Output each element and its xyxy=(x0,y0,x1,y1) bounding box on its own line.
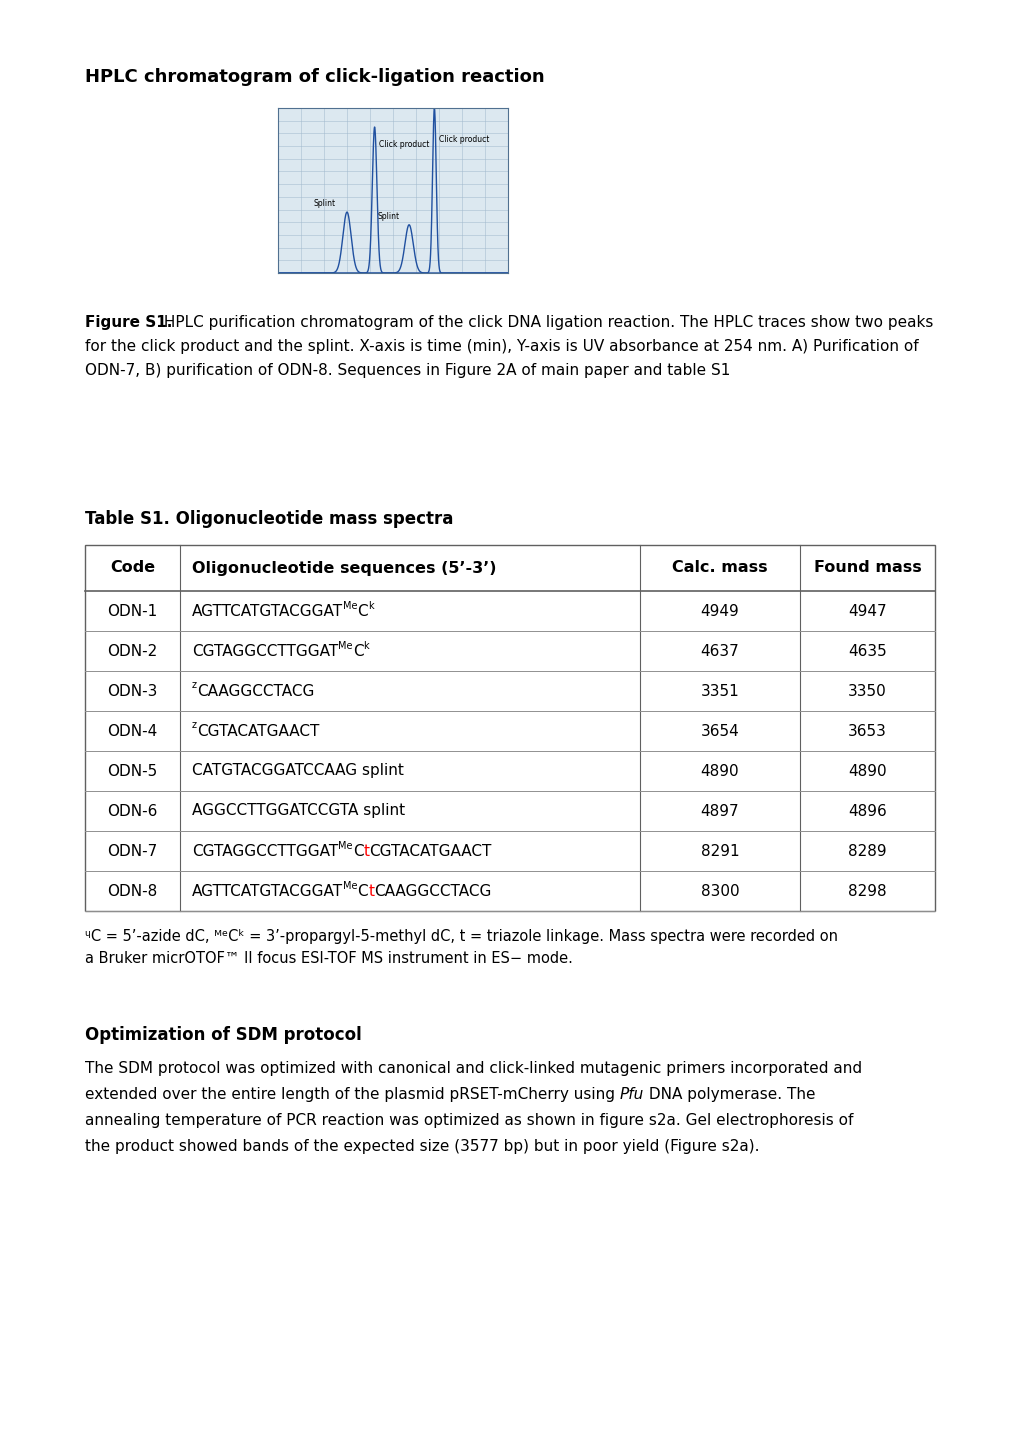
Text: DNA polymerase. The: DNA polymerase. The xyxy=(643,1087,815,1102)
Text: HPLC purification chromatogram of the click DNA ligation reaction. The HPLC trac: HPLC purification chromatogram of the cl… xyxy=(159,315,932,330)
Text: 8289: 8289 xyxy=(848,844,886,859)
Text: Splint: Splint xyxy=(377,212,399,221)
Text: 4890: 4890 xyxy=(700,763,739,779)
Text: the product showed bands of the expected size (3577 bp) but in poor yield (Figur: the product showed bands of the expected… xyxy=(85,1139,759,1154)
Text: ODN-1: ODN-1 xyxy=(107,603,158,619)
Text: C: C xyxy=(353,844,363,859)
Text: 8300: 8300 xyxy=(700,883,739,899)
Text: CGTAGGCCTTGGAT: CGTAGGCCTTGGAT xyxy=(192,844,338,859)
Text: The SDM protocol was optimized with canonical and click-linked mutagenic primers: The SDM protocol was optimized with cano… xyxy=(85,1061,861,1076)
Text: CATGTACGGATCCAAG splint: CATGTACGGATCCAAG splint xyxy=(192,763,404,779)
Text: CGTAGGCCTTGGAT: CGTAGGCCTTGGAT xyxy=(192,644,338,658)
Text: Table S1. Oligonucleotide mass spectra: Table S1. Oligonucleotide mass spectra xyxy=(85,509,452,528)
Text: ODN-6: ODN-6 xyxy=(107,804,158,818)
Text: 3653: 3653 xyxy=(847,723,887,739)
Text: Me: Me xyxy=(342,600,358,610)
Text: Click product: Click product xyxy=(379,140,429,149)
Text: CGTACATGAACT: CGTACATGAACT xyxy=(369,844,491,859)
Text: CAAGGCCTACG: CAAGGCCTACG xyxy=(374,883,491,899)
Text: 8298: 8298 xyxy=(848,883,886,899)
Text: C: C xyxy=(353,644,363,658)
Text: Me: Me xyxy=(342,882,358,890)
Text: ODN-3: ODN-3 xyxy=(107,684,158,698)
Text: CAAGGCCTACG: CAAGGCCTACG xyxy=(197,684,314,698)
Text: 4890: 4890 xyxy=(848,763,886,779)
Text: Me: Me xyxy=(338,841,353,851)
Text: k: k xyxy=(363,641,369,651)
Text: for the click product and the splint. X-axis is time (min), Y-axis is UV absorba: for the click product and the splint. X-… xyxy=(85,339,918,354)
Text: k: k xyxy=(368,600,374,610)
Text: z: z xyxy=(192,680,197,690)
Text: z: z xyxy=(192,720,197,730)
Text: Me: Me xyxy=(338,641,353,651)
Text: annealing temperature of PCR reaction was optimized as shown in figure s2a. Gel : annealing temperature of PCR reaction wa… xyxy=(85,1113,853,1128)
Text: 4896: 4896 xyxy=(847,804,886,818)
Text: Splint: Splint xyxy=(313,199,335,208)
Text: t: t xyxy=(368,883,374,899)
Text: ODN-5: ODN-5 xyxy=(107,763,158,779)
Text: ODN-7: ODN-7 xyxy=(107,844,158,859)
Text: 8291: 8291 xyxy=(700,844,739,859)
Text: Click product: Click product xyxy=(438,134,489,143)
Text: C: C xyxy=(358,883,368,899)
Text: HPLC chromatogram of click-ligation reaction: HPLC chromatogram of click-ligation reac… xyxy=(85,68,544,87)
Text: ODN-8: ODN-8 xyxy=(107,883,158,899)
Text: Calc. mass: Calc. mass xyxy=(672,560,767,576)
Text: Oligonucleotide sequences (5’-3’): Oligonucleotide sequences (5’-3’) xyxy=(192,560,496,576)
Text: ODN-2: ODN-2 xyxy=(107,644,158,658)
Text: ᶣC = 5’-azide dC, ᴹᵉCᵏ = 3’-propargyl-5-methyl dC, t = triazole linkage. Mass sp: ᶣC = 5’-azide dC, ᴹᵉCᵏ = 3’-propargyl-5-… xyxy=(85,929,838,944)
Text: Optimization of SDM protocol: Optimization of SDM protocol xyxy=(85,1026,362,1043)
Text: Found mass: Found mass xyxy=(813,560,920,576)
Text: AGGCCTTGGATCCGTA splint: AGGCCTTGGATCCGTA splint xyxy=(192,804,405,818)
Text: C: C xyxy=(358,603,368,619)
Text: t: t xyxy=(363,844,369,859)
Text: ODN-7, B) purification of ODN-8. Sequences in Figure 2A of main paper and table : ODN-7, B) purification of ODN-8. Sequenc… xyxy=(85,364,730,378)
Text: 4635: 4635 xyxy=(847,644,886,658)
Text: Code: Code xyxy=(110,560,155,576)
Text: 3654: 3654 xyxy=(700,723,739,739)
Text: extended over the entire length of the plasmid pRSET-mCherry using: extended over the entire length of the p… xyxy=(85,1087,620,1102)
Text: 3350: 3350 xyxy=(847,684,886,698)
Text: a Bruker micrOTOF™ II focus ESI-TOF MS instrument in ES− mode.: a Bruker micrOTOF™ II focus ESI-TOF MS i… xyxy=(85,951,573,965)
Text: Pfu: Pfu xyxy=(620,1087,643,1102)
Text: Figure S1.: Figure S1. xyxy=(85,315,172,330)
Text: AGTTCATGTACGGAT: AGTTCATGTACGGAT xyxy=(192,883,342,899)
Text: 4947: 4947 xyxy=(848,603,886,619)
Text: 4897: 4897 xyxy=(700,804,739,818)
Text: ODN-4: ODN-4 xyxy=(107,723,158,739)
Text: 4949: 4949 xyxy=(700,603,739,619)
Text: AGTTCATGTACGGAT: AGTTCATGTACGGAT xyxy=(192,603,342,619)
Text: 4637: 4637 xyxy=(700,644,739,658)
Text: CGTACATGAACT: CGTACATGAACT xyxy=(197,723,319,739)
Bar xyxy=(85,545,934,911)
Text: 3351: 3351 xyxy=(700,684,739,698)
